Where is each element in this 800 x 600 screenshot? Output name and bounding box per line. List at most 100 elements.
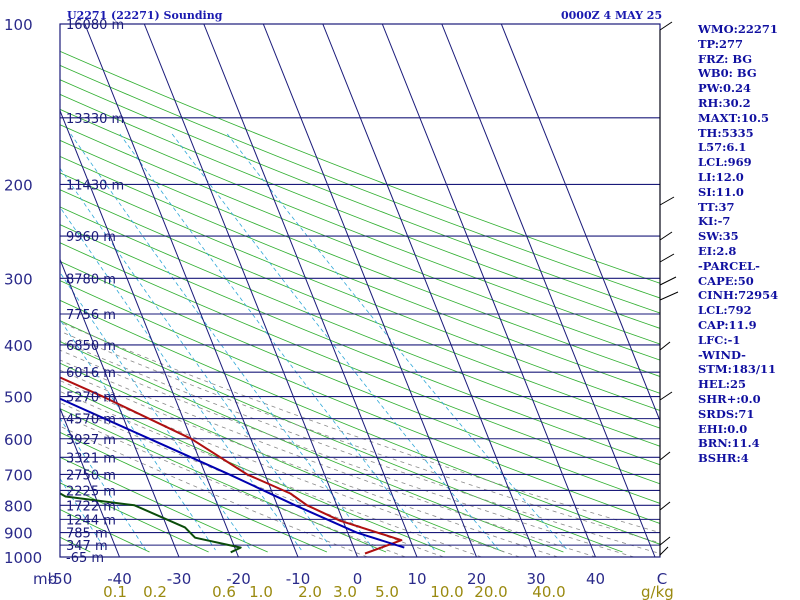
isotherm: [441, 24, 656, 557]
sounding-index: SI:11.0: [698, 184, 744, 199]
height-label: 1722 m: [66, 499, 116, 514]
dewpoint-profile: [60, 492, 242, 554]
chart-title: U2271 (22271) Sounding: [67, 9, 223, 22]
isotherm: [143, 24, 358, 557]
wind-barb: [659, 276, 677, 286]
pressure-tick-label: 200: [4, 176, 33, 194]
sounding-index: SRDS:71: [698, 406, 755, 421]
dry-adiabat: [60, 242, 660, 485]
isotherm: [500, 24, 660, 423]
height-label: 5270 m: [66, 391, 116, 406]
height-label: 3321 m: [66, 451, 116, 466]
height-label: -65 m: [66, 551, 104, 566]
pressure-tick-label: 300: [4, 270, 33, 288]
dry-adiabat: [60, 93, 660, 329]
mixing-ratio-label: 0.1: [103, 583, 127, 600]
sounding-index: LFC:-1: [698, 332, 741, 347]
isotherm: [322, 24, 537, 557]
dry-adiabat: [60, 260, 660, 504]
pressure-tick-label: 400: [4, 337, 33, 355]
moist-adiabat: [60, 340, 660, 554]
sounding-index: RH:30.2: [698, 95, 751, 110]
dry-adiabat: [60, 362, 505, 553]
wind-barb: [659, 391, 673, 401]
wind-barb: [659, 253, 675, 263]
mixing-ratio-line: [70, 133, 375, 551]
height-label: 8780 m: [66, 272, 116, 287]
temperature-profile: [60, 376, 403, 555]
isotherm: [203, 24, 418, 557]
temperature-tick-label: 40: [586, 570, 605, 588]
isotherm: [381, 24, 596, 557]
sounding-index: SHR+:0.0: [698, 391, 761, 406]
dry-adiabat: [60, 299, 660, 545]
mixing-ratio-label: 2.0: [298, 583, 322, 600]
dry-adiabat: [60, 172, 660, 411]
dry-adiabat: [60, 124, 660, 361]
sounding-index: TP:277: [698, 36, 744, 51]
wind-barb: [659, 231, 673, 241]
isotherm: [0, 24, 1, 557]
height-label: 347 m: [66, 539, 108, 554]
sounding-index: TH:5335: [698, 125, 754, 140]
dry-adiabat: [60, 139, 660, 377]
mixing-ratio-label: 3.0: [333, 583, 357, 600]
wind-barb: [659, 501, 671, 511]
height-label: 3927 m: [66, 433, 116, 448]
sounding-index: LI:12.0: [698, 169, 744, 184]
height-label: 9960 m: [66, 230, 116, 245]
pressure-tick-label: 600: [4, 431, 33, 449]
mixing-ratio-label: 10.0: [430, 583, 463, 600]
height-label: 1244 m: [66, 513, 116, 528]
dry-adiabat: [60, 224, 660, 466]
isotherm: [84, 24, 299, 557]
temperature-tick-label: 10: [407, 570, 426, 588]
sounding-index: CAP:11.9: [698, 317, 757, 332]
height-label: 785 m: [66, 527, 108, 542]
temperature-tick-label: -30: [167, 570, 192, 588]
sounding-index: PW:0.24: [698, 81, 752, 96]
x-axis-unit: C: [657, 570, 667, 588]
temperature-tick-label: 20: [467, 570, 486, 588]
height-label: 13330 m: [66, 112, 124, 127]
height-label: 16080 m: [66, 18, 124, 33]
sounding-index: EI:2.8: [698, 243, 737, 258]
dry-adiabat: [60, 108, 660, 345]
dry-adiabat: [60, 64, 660, 299]
sounding-index: MAXT:10.5: [698, 110, 769, 125]
dry-adiabat: [60, 50, 660, 284]
temperature-tick-label: -40: [107, 570, 132, 588]
dry-adiabat: [60, 385, 446, 553]
sounding-index: -PARCEL-: [698, 258, 760, 273]
moist-adiabat: [60, 330, 660, 544]
mixing-ratio-unit: g/kg: [641, 583, 674, 600]
isotherm: [262, 24, 477, 557]
dry-adiabat: [60, 79, 660, 314]
dry-adiabat: [60, 155, 660, 394]
sounding-index: SW:35: [698, 229, 739, 244]
dry-adiabat: [60, 320, 623, 553]
pressure-tick-label: 800: [4, 497, 33, 515]
isotherm: [60, 109, 239, 557]
height-label: 2750 m: [66, 468, 116, 483]
height-label: 6850 m: [66, 339, 116, 354]
moist-adiabat: [60, 425, 368, 557]
height-label: 6016 m: [66, 366, 116, 381]
dry-adiabat: [60, 408, 387, 553]
pressure-tick-label: 500: [4, 389, 33, 407]
sounding-index: HEL:25: [698, 377, 746, 392]
parcel-profile: [60, 397, 405, 549]
sounding-index: BRN:11.4: [698, 436, 760, 451]
mixing-ratio-label: 0.6: [212, 583, 236, 600]
pressure-tick-label: 100: [4, 16, 33, 34]
sounding-index: WB0: BG: [698, 66, 757, 81]
wind-barb: [659, 546, 669, 556]
temperature-tick-label: -10: [286, 570, 311, 588]
mixing-ratio-label: 0.2: [143, 583, 167, 600]
y-axis-unit: mb: [33, 570, 57, 588]
mixing-ratio-line: [119, 133, 435, 551]
pressure-tick-label: 700: [4, 466, 33, 484]
sounding-indices-list: WMO:22271 TP:277 FRZ: BG WB0: BG PW:0.24 RH:3…: [698, 22, 778, 466]
